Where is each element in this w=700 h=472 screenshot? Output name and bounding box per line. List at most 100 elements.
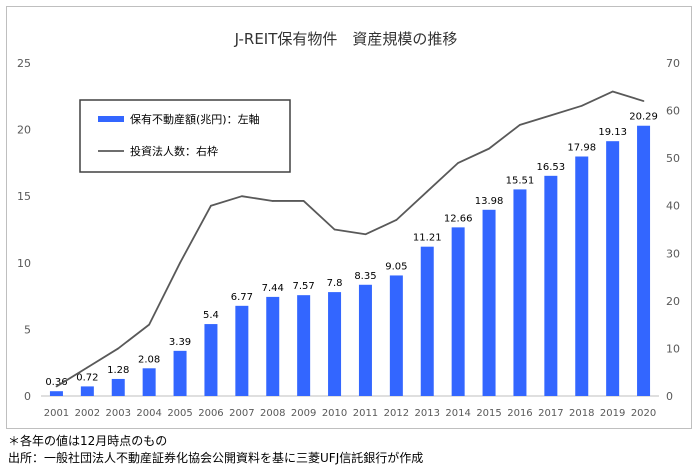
x-tick-label: 2006 [198, 408, 223, 419]
line-point [241, 195, 243, 197]
bar [420, 246, 434, 396]
right-tick-label: 40 [666, 200, 680, 213]
bar [606, 141, 620, 396]
left-tick-label: 20 [17, 124, 31, 137]
left-tick-label: 0 [24, 390, 31, 403]
x-tick-label: 2008 [260, 408, 285, 419]
right-tick-label: 0 [666, 390, 673, 403]
line-point [364, 233, 367, 236]
bar [575, 156, 589, 396]
bar [389, 275, 403, 396]
bar-value-label: 5.4 [203, 310, 219, 321]
legend: 保有不動産額(兆円)：左軸 投資法人数：右枠 [79, 99, 291, 173]
bar [142, 368, 156, 396]
x-tick-label: 2017 [538, 408, 563, 419]
bar-value-label: 13.98 [475, 196, 504, 207]
left-tick-label: 25 [17, 57, 31, 70]
legend-bar-swatch [98, 116, 124, 122]
bar [266, 296, 280, 396]
bar [358, 284, 372, 396]
bar [111, 378, 125, 396]
line-point [86, 366, 89, 369]
bar [297, 295, 311, 396]
line-point [550, 114, 552, 117]
bar-value-label: 20.29 [629, 112, 658, 123]
bar-series [49, 125, 651, 397]
footnote: ＊各年の値は12月時点のもの [8, 434, 168, 448]
bar-data-labels: 0.36 0.72 1.28 2.08 3.39 5.4 6.77 7.44 7.57 7.8 8.… [45, 112, 658, 388]
line-point [611, 90, 614, 93]
right-tick-label: 60 [666, 105, 680, 118]
legend-bar-label: 保有不動産額(兆円)：左軸 [130, 112, 260, 126]
x-tick-label: 2020 [631, 408, 656, 419]
bar-value-label: 7.44 [262, 283, 284, 294]
x-tick-label: 2011 [353, 408, 378, 419]
x-tick-label: 2018 [569, 408, 594, 419]
bar [49, 391, 63, 396]
bar-value-label: 1.28 [107, 365, 129, 376]
bar-value-label: 12.66 [444, 213, 473, 224]
bar [204, 324, 218, 396]
line-point [519, 124, 521, 126]
bar [544, 175, 558, 396]
legend-line-label: 投資法人数：右枠 [130, 144, 218, 158]
x-tick-label: 2001 [44, 408, 69, 419]
line-series [55, 90, 645, 388]
bar [328, 292, 342, 396]
line-point [148, 323, 150, 326]
x-tick-label: 2014 [445, 408, 470, 419]
right-tick-label: 10 [666, 342, 680, 355]
x-tick-label: 2004 [136, 408, 161, 419]
line-point [426, 190, 429, 193]
x-tick-label: 2002 [75, 408, 100, 419]
bar [235, 305, 249, 396]
left-tick-label: 5 [24, 323, 31, 336]
line-point [55, 385, 58, 388]
x-tick-label: 2015 [476, 408, 501, 419]
line-point [395, 219, 398, 221]
line-point [642, 100, 645, 102]
bar-value-label: 15.51 [506, 175, 535, 186]
x-tick-label: 2012 [384, 408, 409, 419]
bar [637, 125, 651, 397]
line-point [488, 147, 490, 150]
x-tick-label: 2016 [507, 408, 532, 419]
bar-value-label: 0.36 [45, 377, 67, 388]
right-tick-label: 20 [666, 295, 680, 308]
x-tick-label: 2009 [291, 408, 316, 419]
bar-value-label: 19.13 [598, 127, 627, 138]
bar [80, 386, 94, 396]
line-point [117, 347, 120, 350]
fund-count-line [55, 90, 644, 388]
x-tick-label: 2019 [600, 408, 625, 419]
chart-title: J-REIT保有物件 資産規模の推移 [234, 30, 458, 48]
bar-value-label: 17.98 [567, 143, 596, 154]
left-tick-label: 10 [17, 257, 31, 270]
left-tick-label: 15 [17, 190, 31, 203]
line-point [333, 228, 336, 231]
legend-box [79, 99, 291, 173]
right-tick-label: 50 [666, 152, 680, 165]
bar [173, 350, 187, 396]
bar-value-label: 0.72 [76, 372, 98, 383]
bar-value-label: 7.8 [327, 278, 343, 289]
bar-value-label: 3.39 [169, 337, 191, 348]
x-tick-label: 2005 [167, 408, 192, 419]
line-point [580, 105, 583, 107]
line-point [271, 200, 274, 202]
line-point [210, 204, 212, 207]
bar [513, 189, 527, 396]
bar-value-label: 16.53 [537, 162, 566, 173]
right-tick-label: 70 [666, 57, 680, 70]
bar-value-label: 7.57 [293, 281, 315, 292]
bar-value-label: 9.05 [385, 261, 407, 272]
x-tick-label: 2003 [106, 408, 131, 419]
right-axis: 0 10 20 30 40 50 60 70 [666, 57, 680, 403]
bar-value-label: 11.21 [413, 233, 442, 244]
left-axis: 0 5 10 15 20 25 [17, 57, 31, 403]
bar-value-label: 8.35 [354, 271, 376, 282]
line-point [457, 162, 459, 164]
x-tick-label: 2010 [322, 408, 347, 419]
x-tick-label: 2013 [415, 408, 440, 419]
